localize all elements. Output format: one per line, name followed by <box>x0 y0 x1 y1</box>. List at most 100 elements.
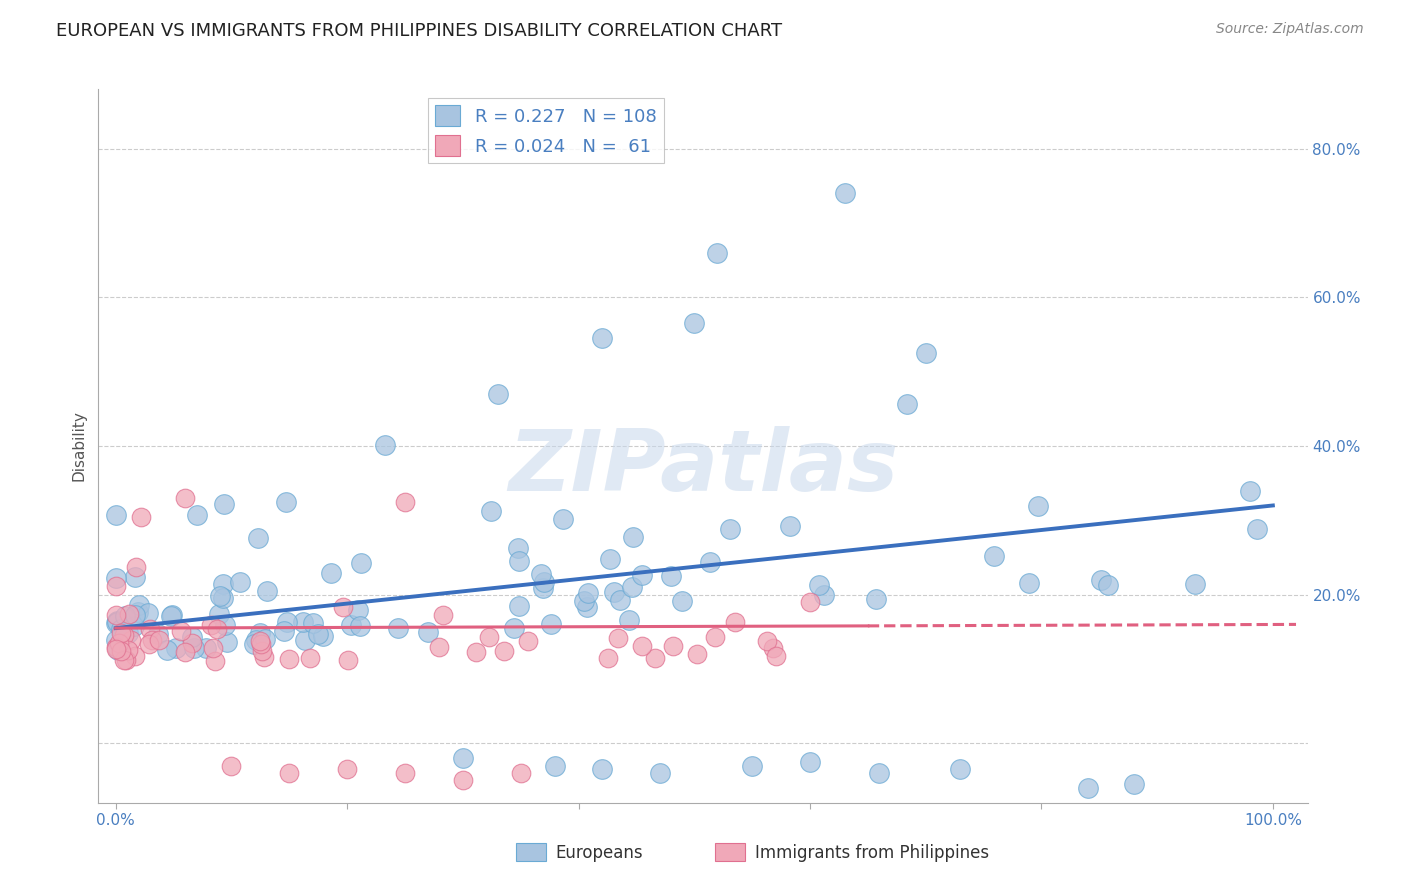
Text: EUROPEAN VS IMMIGRANTS FROM PHILIPPINES DISABILITY CORRELATION CHART: EUROPEAN VS IMMIGRANTS FROM PHILIPPINES … <box>56 22 782 40</box>
Point <box>256 584 278 599</box>
Point <box>110 626 132 640</box>
Point <box>619 613 641 627</box>
Point <box>1184 577 1206 591</box>
Point <box>530 566 553 581</box>
Point <box>1239 483 1261 498</box>
Point <box>1246 522 1268 536</box>
Point <box>165 641 187 656</box>
Point <box>516 634 538 648</box>
Point <box>276 615 298 629</box>
Point <box>531 581 554 595</box>
Point <box>204 654 226 668</box>
Point <box>205 622 228 636</box>
Point <box>104 632 127 647</box>
Point <box>292 615 315 629</box>
Point <box>214 618 236 632</box>
Point <box>869 766 891 780</box>
Point <box>105 571 128 585</box>
Point <box>464 645 486 659</box>
Point <box>139 622 162 636</box>
Point <box>724 615 747 629</box>
Point <box>1077 780 1099 795</box>
Point <box>609 593 631 607</box>
Point <box>104 579 127 593</box>
Point <box>544 758 567 772</box>
Point <box>349 556 371 570</box>
Point <box>105 508 128 522</box>
Point <box>173 491 195 505</box>
Point <box>347 603 370 617</box>
Point <box>245 633 267 648</box>
Point <box>1090 574 1112 588</box>
Point <box>110 643 132 657</box>
Text: Europeans: Europeans <box>555 844 643 862</box>
Point <box>128 598 150 612</box>
Point <box>416 624 439 639</box>
Point <box>312 629 335 643</box>
Point <box>813 588 835 602</box>
Point <box>374 438 396 452</box>
Point <box>683 317 706 331</box>
Point <box>115 653 138 667</box>
Point <box>332 600 354 615</box>
Point <box>606 631 628 645</box>
Point <box>1123 777 1146 791</box>
Point <box>387 621 409 635</box>
Point <box>834 186 856 201</box>
Point <box>661 640 683 654</box>
Point <box>122 619 145 633</box>
Point <box>273 624 295 639</box>
Point <box>117 626 139 640</box>
Point <box>221 758 243 772</box>
Point <box>340 617 363 632</box>
Point <box>217 635 239 649</box>
Point <box>575 600 598 615</box>
Point <box>124 648 146 663</box>
Point <box>243 636 266 650</box>
Point <box>124 608 146 623</box>
Point <box>762 640 785 655</box>
Legend: R = 0.227   N = 108, R = 0.024   N =  61: R = 0.227 N = 108, R = 0.024 N = 61 <box>427 98 664 163</box>
Point <box>508 599 530 613</box>
Point <box>621 580 644 594</box>
Point <box>506 541 529 555</box>
Point <box>274 495 297 509</box>
Point <box>278 652 301 666</box>
Text: Source: ZipAtlas.com: Source: ZipAtlas.com <box>1216 22 1364 37</box>
Point <box>202 640 225 655</box>
Point <box>104 640 127 655</box>
Point <box>136 606 159 620</box>
Point <box>533 574 555 589</box>
Point <box>572 593 595 607</box>
Point <box>156 643 179 657</box>
Point <box>1097 577 1119 591</box>
Point <box>451 751 474 765</box>
Point <box>1026 499 1049 513</box>
Point <box>508 554 530 568</box>
Point <box>105 615 128 630</box>
Point <box>249 625 271 640</box>
Point <box>509 766 531 780</box>
Point <box>105 608 128 623</box>
Point <box>294 632 316 647</box>
Point <box>451 773 474 788</box>
Point <box>307 627 329 641</box>
Point <box>138 637 160 651</box>
Point <box>247 531 270 545</box>
Point <box>394 494 416 508</box>
Point <box>117 643 139 657</box>
Point <box>141 633 163 648</box>
Point <box>671 594 693 608</box>
Point <box>173 645 195 659</box>
Point <box>644 651 666 665</box>
Point <box>249 634 271 648</box>
Point <box>486 387 509 401</box>
Point <box>718 522 741 536</box>
Point <box>479 504 502 518</box>
Point <box>105 614 128 628</box>
Point <box>110 622 132 636</box>
Point <box>429 640 451 654</box>
Point <box>194 640 217 655</box>
Point <box>170 624 193 638</box>
Point <box>336 762 359 776</box>
